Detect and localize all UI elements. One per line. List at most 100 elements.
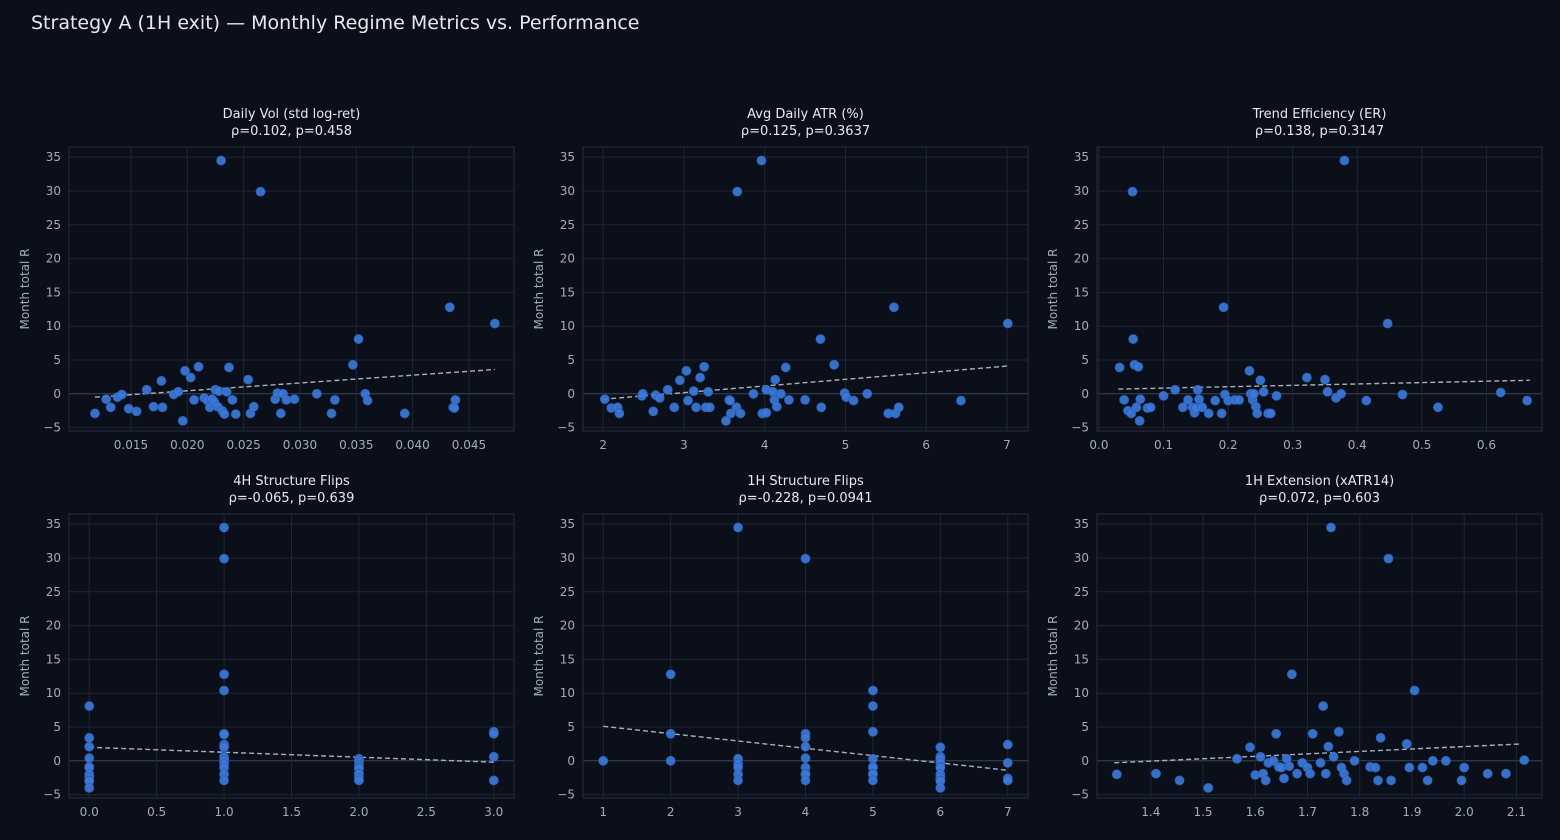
x-tick-label: 4	[802, 805, 810, 819]
x-tick-label: 1.7	[1298, 805, 1317, 819]
y-tick-label: −5	[1071, 421, 1089, 435]
data-point	[1203, 408, 1214, 419]
y-tick-label: 15	[46, 285, 61, 299]
data-point	[399, 408, 410, 419]
plot-frame	[68, 146, 515, 432]
x-tick-label: 0.015	[114, 438, 148, 452]
data-point	[868, 775, 878, 786]
y-tick-label: 20	[560, 252, 575, 266]
data-point	[255, 186, 266, 197]
data-point	[347, 359, 358, 370]
data-point	[450, 394, 461, 405]
plot-frame	[1096, 146, 1543, 432]
data-point	[935, 742, 946, 753]
data-point	[1002, 739, 1013, 750]
x-tick-label: 0.0	[80, 805, 99, 819]
data-point	[648, 406, 659, 417]
data-point	[665, 728, 676, 739]
y-tick-label: 0	[53, 387, 61, 401]
data-point	[688, 386, 699, 397]
y-tick-label: 5	[567, 720, 575, 734]
data-point	[248, 401, 259, 412]
data-point	[1234, 394, 1244, 405]
data-point	[735, 408, 746, 419]
data-point	[1322, 386, 1333, 397]
data-point	[784, 394, 794, 405]
data-point	[84, 732, 95, 743]
data-point	[1177, 402, 1188, 413]
data-point	[1401, 739, 1412, 749]
x-tick-label: 1.8	[1350, 805, 1369, 819]
data-point	[219, 775, 229, 786]
data-point	[1271, 390, 1282, 401]
y-tick-label: 25	[1074, 218, 1089, 232]
data-point	[329, 394, 340, 405]
data-point	[221, 386, 232, 397]
y-tick-label: 5	[1081, 353, 1089, 367]
data-point	[117, 389, 127, 400]
data-point	[1339, 155, 1350, 166]
data-point	[1422, 775, 1433, 786]
data-point	[599, 394, 610, 405]
plot-frame	[1096, 513, 1543, 799]
y-tick-label: −5	[43, 788, 61, 802]
x-tick-label: 0.5	[147, 805, 166, 819]
y-tick-label: 35	[46, 150, 61, 164]
subplot-title: Trend Efficiency (ER)	[1252, 107, 1387, 122]
data-point	[449, 403, 460, 413]
data-point	[662, 384, 673, 395]
y-tick-label: 20	[46, 619, 61, 633]
subplot-4: 4H Structure Flips ρ=-0.065, p=0.639 −5 0 5 1…	[18, 474, 515, 819]
x-tick-label: 1.0	[215, 805, 234, 819]
data-point	[219, 729, 229, 740]
data-point	[691, 402, 701, 413]
data-point	[1203, 782, 1214, 793]
data-point	[311, 388, 322, 399]
data-point	[1244, 365, 1255, 376]
data-point	[1218, 302, 1229, 313]
x-tick-label: 0.020	[170, 438, 204, 452]
data-point	[219, 409, 230, 419]
data-point	[275, 408, 286, 419]
data-point	[1417, 762, 1428, 773]
x-tick-label: 6	[937, 805, 945, 819]
y-tick-label: −5	[43, 421, 61, 435]
y-tick-label: 5	[53, 353, 61, 367]
data-point	[1286, 669, 1297, 680]
data-point	[816, 402, 827, 413]
data-point	[177, 415, 188, 426]
data-point	[1501, 768, 1511, 779]
y-tick-label: 35	[560, 517, 575, 531]
data-point	[704, 402, 715, 413]
y-tick-label: 30	[46, 551, 61, 565]
data-point	[665, 755, 676, 766]
data-point	[733, 775, 743, 786]
data-point	[1333, 726, 1344, 737]
data-point	[1318, 701, 1329, 711]
subplot-title: 1H Extension (xATR14)	[1245, 474, 1394, 489]
data-point	[219, 742, 229, 753]
data-point	[219, 522, 229, 533]
data-point	[1127, 186, 1138, 197]
data-point	[654, 392, 665, 403]
data-point	[353, 334, 364, 344]
figure-title: Strategy A (1H exit) — Monthly Regime Me…	[31, 12, 640, 34]
x-tick-label: 3	[680, 438, 688, 452]
data-point	[889, 302, 899, 313]
x-tick-label: 2.5	[417, 805, 436, 819]
y-axis-label: Month total R	[18, 248, 32, 329]
y-tick-label: 25	[560, 585, 575, 599]
y-tick-label: 30	[1074, 184, 1089, 198]
data-point	[1320, 374, 1330, 385]
data-point	[1370, 762, 1381, 773]
data-point	[1456, 775, 1467, 786]
x-tick-label: 0.2	[1219, 438, 1238, 452]
data-point	[1349, 755, 1360, 766]
data-point	[219, 669, 229, 680]
data-point	[1145, 402, 1156, 413]
x-tick-label: 1.6	[1246, 805, 1265, 819]
y-axis-label: Month total R	[1046, 615, 1060, 696]
data-point	[1245, 742, 1255, 753]
data-point	[173, 386, 184, 397]
trend-line	[94, 368, 495, 398]
